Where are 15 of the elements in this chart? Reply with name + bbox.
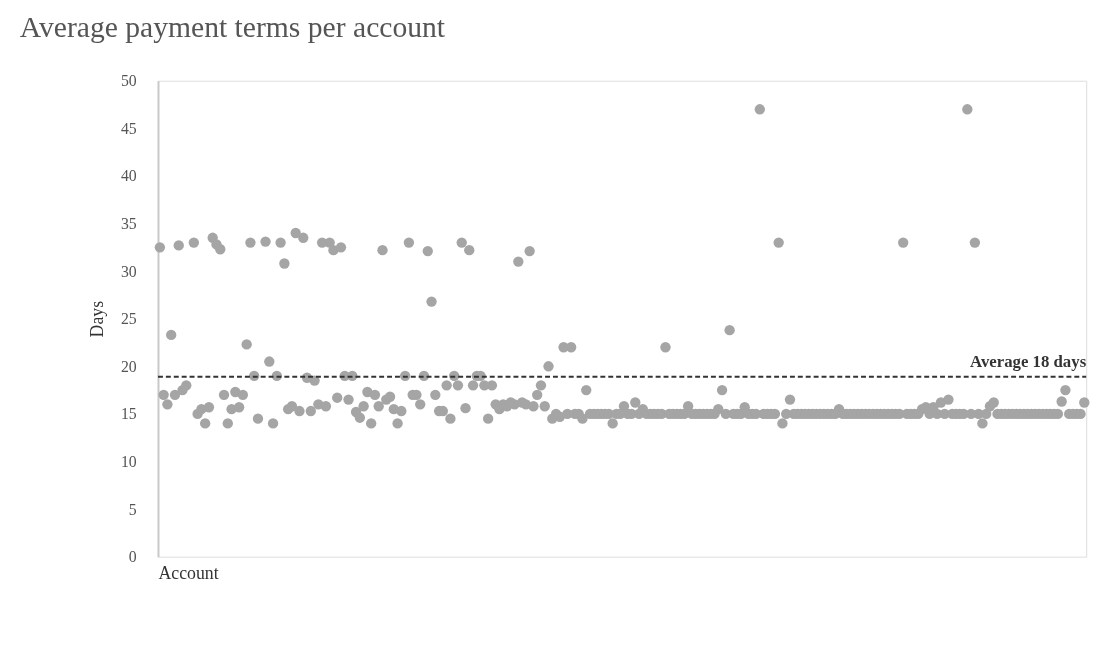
y-axis-title: Days [87,300,108,338]
chart-title: Average payment terms per account [19,11,446,44]
y-tick-label: 5 [128,500,137,518]
y-tick-label: 15 [120,405,137,423]
y-tick-label: 40 [120,167,137,185]
ref-line-label: Average 18 days [970,351,1087,371]
y-tick-label: 25 [120,310,137,328]
y-tick-label: 0 [128,548,137,566]
y-tick-label: 30 [120,262,137,280]
y-tick-label: 20 [120,357,137,375]
x-axis-title: Account [158,562,219,583]
y-tick-label: 50 [120,72,137,90]
y-tick-label: 45 [120,119,137,137]
y-tick-label: 10 [120,452,137,470]
y-tick-label: 35 [120,214,137,232]
